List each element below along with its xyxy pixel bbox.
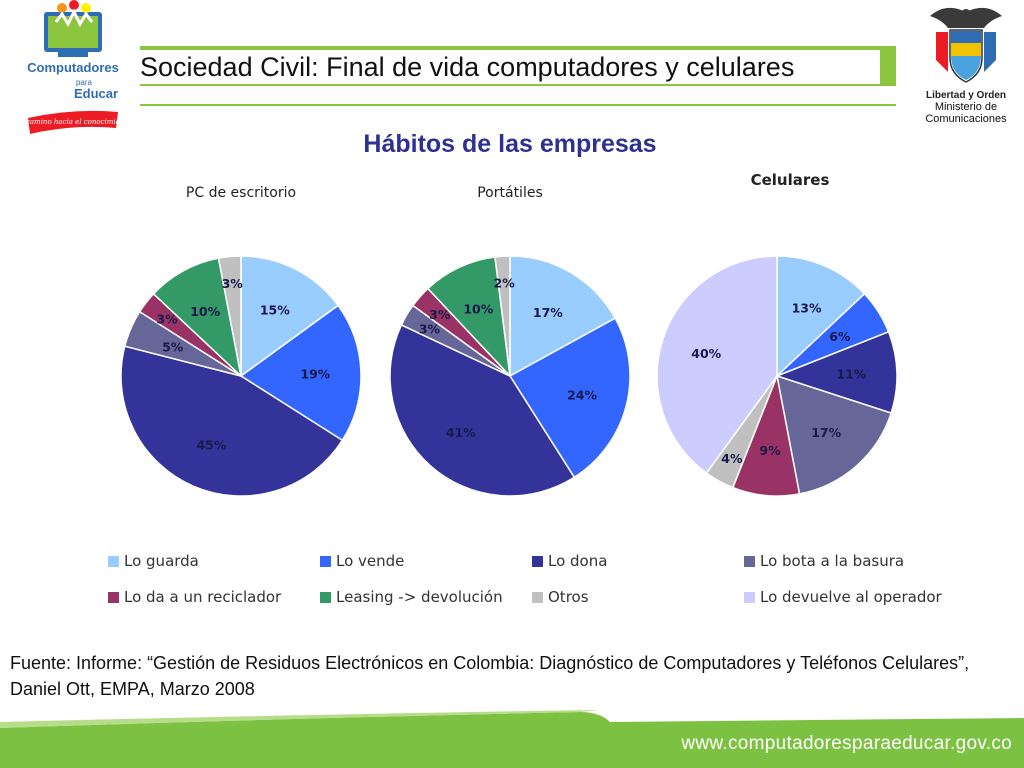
legend-item: Lo dona <box>532 551 607 571</box>
legend-swatch <box>744 555 755 567</box>
data-label-lo-bota-a-la-basura: 5% <box>162 339 184 354</box>
pie-slice-lo-vende <box>239 304 362 442</box>
pie-chart-celulares: Celulares 13% 6% 11% 17% 9% 4% 40% <box>656 171 898 497</box>
legend-label: Lo bota a la basura <box>760 552 905 570</box>
data-label-lo-vende: 6% <box>829 329 851 344</box>
pie-slice-lo-guarda <box>776 255 866 378</box>
pie-slice-otros <box>494 255 511 377</box>
data-label-leasing-devolucion: 10% <box>463 302 493 317</box>
data-label-lo-da-a-un-reciclador: 3% <box>156 312 178 327</box>
data-label-lo-bota-a-la-basura: 3% <box>419 321 441 336</box>
data-label-lo-dona: 41% <box>446 425 476 440</box>
pie-slice-lo-dona <box>774 330 898 415</box>
legend-swatch <box>532 591 543 603</box>
logo-word-para: para <box>76 78 93 87</box>
page-subtitle: Hábitos de las empresas <box>363 130 657 158</box>
legend-swatch <box>744 591 755 603</box>
legend-item: Lo bota a la basura <box>744 551 904 571</box>
source-citation: Fuente: Informe: “Gestión de Residuos El… <box>10 653 970 699</box>
chart-legend: Lo guarda Lo vende Lo dona Lo bota a la bas… <box>108 548 958 618</box>
data-label-lo-devuelve-al-operador: 40% <box>691 346 721 361</box>
chart-title: PC de escritorio <box>186 185 296 201</box>
pie-slice-lo-vende <box>508 317 631 479</box>
pie-slice-lo-guarda <box>240 255 340 378</box>
logo-figure-head-2 <box>69 0 79 10</box>
footer-url: www.computadoresparaeducar.gov.co <box>681 733 1012 754</box>
legend-label: Lo guarda <box>124 552 199 570</box>
legend-swatch <box>532 555 543 567</box>
logo-motto: Libertad y Orden <box>925 90 1006 101</box>
logo-tagline-ribbon <box>28 110 118 134</box>
colombia-coat-of-arms-icon <box>930 7 1002 83</box>
legend-swatch <box>320 555 331 567</box>
data-label-lo-guarda: 17% <box>533 305 563 320</box>
chart-title: Portátiles <box>477 185 543 201</box>
legend-swatch <box>108 591 119 603</box>
data-label-otros: 4% <box>721 451 743 466</box>
data-label-lo-vende: 24% <box>567 388 597 403</box>
footer-band <box>0 710 1024 768</box>
data-label-leasing-devolucion: 10% <box>190 304 220 319</box>
data-label-lo-bota-a-la-basura: 17% <box>811 425 841 440</box>
legend-label: Lo dona <box>548 552 608 570</box>
title-underline <box>140 104 896 106</box>
ministry-line-1: Ministerio de <box>934 101 998 113</box>
legend-swatch <box>320 591 331 603</box>
pie-slice-lo-bota-a-la-basura <box>776 374 893 495</box>
logo-word-computadores: Computadores <box>27 60 119 75</box>
ministry-line-2: Comunicaciones <box>925 113 1007 125</box>
footer-green-shape <box>0 712 1024 768</box>
legend-item: Lo da a un reciclador <box>108 587 281 607</box>
logo-word-educar: Educar <box>74 86 118 101</box>
legend-item: Leasing -> devolución <box>320 587 503 607</box>
pie-slice-otros <box>217 255 242 377</box>
data-label-lo-guarda: 15% <box>260 303 290 318</box>
legend-item: Lo devuelve al operador <box>744 587 942 607</box>
ministerio-logo: Libertad y Orden Ministerio de Comunicac… <box>918 2 1014 126</box>
legend-label: Lo devuelve al operador <box>760 588 942 606</box>
logo-monitor-base <box>58 52 88 57</box>
legend-label: Leasing -> devolución <box>336 588 503 606</box>
logo-figures-arms <box>54 8 94 28</box>
computadores-para-educar-logo: Computadores para Educar un camino hacia… <box>15 0 131 140</box>
chart-title: Celulares <box>751 171 830 189</box>
logo-graphic: Computadores para Educar un camino hacia… <box>15 0 131 134</box>
logo-figure-head-1 <box>57 3 67 13</box>
pie-slice-leasing-devolucion <box>152 257 243 379</box>
pie-slice-lo-dona <box>389 323 576 497</box>
legend-item: Lo vende <box>320 551 404 571</box>
legend-label: Lo vende <box>336 552 405 570</box>
data-label-otros: 2% <box>494 276 516 291</box>
data-label-lo-dona: 45% <box>196 437 226 452</box>
page-title: Sociedad Civil: Final de vida computador… <box>140 50 880 84</box>
footer-highlight-shape <box>0 710 600 728</box>
legend-item: Lo guarda <box>108 551 199 571</box>
title-bar: Sociedad Civil: Final de vida computador… <box>140 46 896 86</box>
legend-item: Otros <box>532 587 589 607</box>
legend-label: Lo da a un reciclador <box>124 588 282 606</box>
logo-tagline: un camino hacia el conocimiento <box>18 118 128 126</box>
data-label-lo-da-a-un-reciclador: 9% <box>759 443 781 458</box>
data-label-otros: 3% <box>222 276 244 291</box>
pie-slice-lo-devuelve-al-operador <box>656 255 778 475</box>
pie-chart-portatiles: Portátiles 17% 24% 41% 3%3% 10%2% <box>389 185 631 497</box>
logo-figure-head-3 <box>81 3 91 13</box>
legend-label: Otros <box>548 588 589 606</box>
data-label-lo-da-a-un-reciclador: 3% <box>429 307 451 322</box>
pie-charts: PC de escritorio15%19%45%5%3%10%3%Portát… <box>120 171 898 497</box>
pie-slice-leasing-devolucion <box>426 256 512 379</box>
pie-slice-lo-dona <box>120 345 344 497</box>
data-label-lo-vende: 19% <box>300 367 330 382</box>
data-label-lo-dona: 11% <box>836 367 866 382</box>
data-label-lo-guarda: 13% <box>792 301 822 316</box>
legend-swatch <box>108 555 119 567</box>
pie-slice-lo-guarda <box>509 255 617 378</box>
